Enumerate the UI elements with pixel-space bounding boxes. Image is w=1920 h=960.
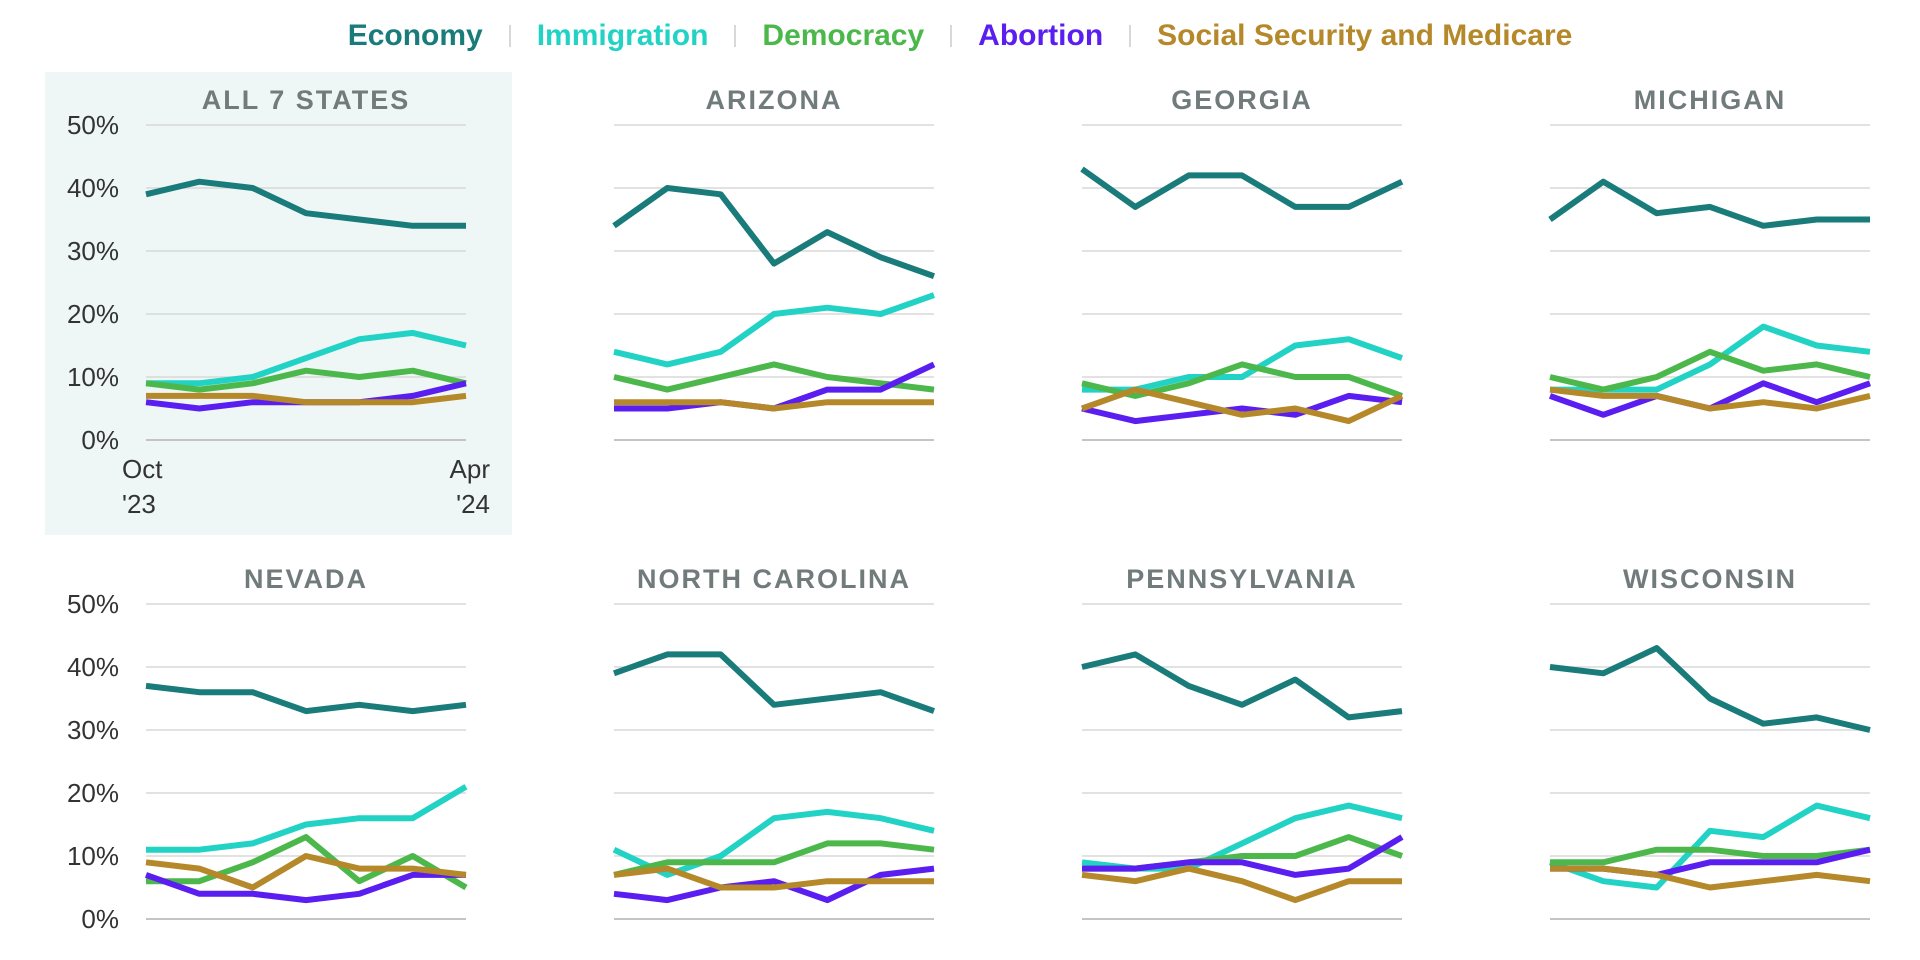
series-line-nevada-economy [145, 682, 467, 715]
series-line-michigan-economy [1548, 178, 1870, 229]
y-tick-label: 10% [67, 362, 119, 392]
panel-title-michigan: MICHIGAN [1634, 85, 1787, 115]
highlight-panel-background [45, 72, 512, 535]
legend-item-economy: Economy [347, 19, 483, 52]
legend-item-immigration: Immigration [536, 19, 709, 52]
series-line-north-carolina-social-security-and-medicare [613, 865, 934, 891]
series-line-nevada-abortion [144, 871, 466, 904]
legend-separator [950, 25, 953, 47]
series-line-wisconsin-economy [1549, 645, 1871, 733]
y-tick-label: 0% [81, 425, 119, 455]
panel-title-north-carolina: NORTH CAROLINA [637, 564, 911, 594]
legend-item-abortion: Abortion [978, 19, 1104, 52]
series-line-all-7-states-social-security-and-medicare [146, 392, 467, 406]
series-line-all-7-states-economy [145, 178, 466, 229]
series-line-pennsylvania-abortion [1082, 834, 1404, 878]
series-line-all-7-states-immigration [146, 329, 467, 387]
panel-title-arizona: ARIZONA [706, 85, 843, 115]
series-line-wisconsin-social-security-and-medicare [1550, 865, 1871, 891]
legend-separator [508, 25, 511, 47]
panel-title-all-7-states: ALL 7 STATES [202, 85, 411, 115]
series-line-north-carolina-abortion [613, 865, 935, 904]
panel-title-pennsylvania: PENNSYLVANIA [1126, 564, 1358, 594]
legend-item-democracy: Democracy [762, 19, 925, 52]
x-tick-label: Apr [450, 454, 491, 484]
series-line-wisconsin-democracy [1550, 846, 1871, 866]
legend: Economy Immigration Democracy Abortion Socia… [0, 14, 1920, 58]
legend-separator [1129, 25, 1132, 47]
series-line-north-carolina-economy [612, 651, 936, 714]
y-tick-label: 10% [67, 841, 119, 871]
series-line-north-carolina-democracy [613, 840, 935, 878]
series-line-nevada-social-security-and-medicare [145, 853, 467, 891]
series-line-arizona-democracy [613, 361, 935, 393]
series-line-arizona-social-security-and-medicare [614, 399, 934, 412]
series-line-wisconsin-immigration [1548, 802, 1871, 891]
series-line-all-7-states-democracy [145, 367, 467, 393]
y-tick-label: 20% [67, 778, 119, 808]
y-tick-label: 50% [67, 589, 119, 619]
y-tick-label: 20% [67, 299, 119, 329]
series-line-arizona-economy [612, 185, 936, 280]
series-line-nevada-democracy [146, 834, 468, 891]
y-tick-label: 40% [67, 173, 119, 203]
legend-separator [734, 25, 737, 47]
series-line-georgia-economy [1080, 166, 1404, 210]
panel-title-nevada: NEVADA [244, 564, 368, 594]
x-tick-label: '23 [122, 489, 156, 519]
series-line-georgia-democracy [1081, 361, 1404, 399]
series-line-georgia-social-security-and-medicare [1080, 386, 1404, 425]
series-line-michigan-democracy [1549, 348, 1871, 393]
panel-title-wisconsin: WISCONSIN [1623, 564, 1797, 594]
series-line-pennsylvania-economy [1081, 651, 1403, 721]
series-line-north-carolina-immigration [612, 808, 935, 878]
y-tick-label: 30% [67, 715, 119, 745]
series-line-nevada-immigration [146, 784, 468, 853]
series-line-michigan-social-security-and-medicare [1549, 386, 1871, 412]
y-tick-label: 40% [67, 652, 119, 682]
legend-item-social-security-and-medicare: Social Security and Medicare [1157, 19, 1573, 52]
series-line-arizona-immigration [613, 292, 936, 368]
x-tick-label: '24 [456, 489, 490, 519]
x-tick-label: Oct [122, 454, 163, 484]
series-line-georgia-abortion [1081, 392, 1403, 425]
y-tick-label: 30% [67, 236, 119, 266]
y-tick-label: 0% [81, 904, 119, 934]
y-tick-label: 50% [67, 110, 119, 140]
series-line-michigan-immigration [1550, 323, 1871, 393]
series-line-pennsylvania-social-security-and-medicare [1081, 865, 1402, 904]
panel-title-georgia: GEORGIA [1171, 85, 1313, 115]
